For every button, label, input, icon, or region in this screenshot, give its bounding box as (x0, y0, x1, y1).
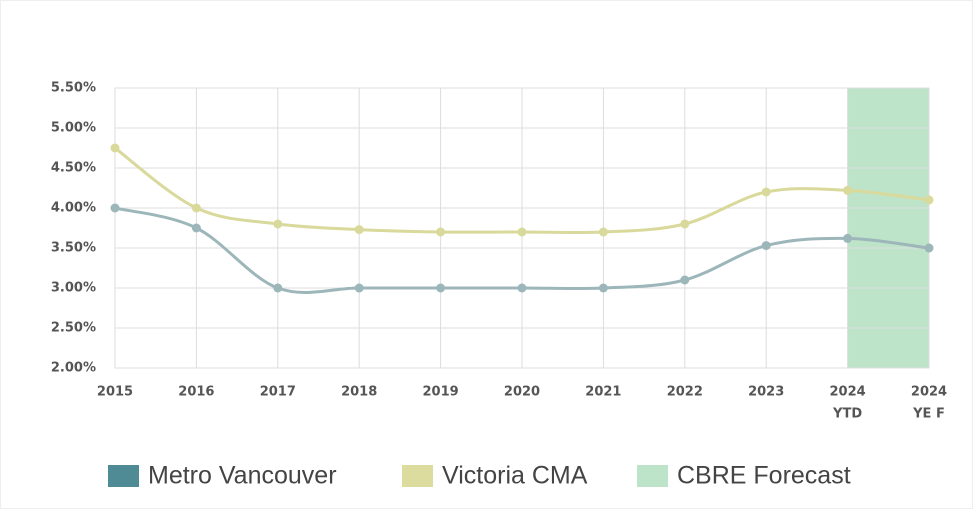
point (924, 195, 934, 205)
x-tick-label: YTD (832, 407, 862, 422)
point (110, 203, 120, 213)
x-tick-label: 2023 (748, 385, 784, 400)
x-tick-label: 2020 (504, 385, 540, 400)
point (680, 275, 690, 285)
point (191, 203, 201, 213)
point (354, 283, 364, 293)
x-tick-label: 2024 (830, 385, 866, 400)
point (191, 223, 201, 233)
point (273, 283, 283, 293)
y-tick-label: 5.50% (51, 81, 96, 96)
x-tick-label: 2021 (585, 385, 621, 400)
x-tick-label: YE F (912, 407, 945, 422)
legend-label: CBRE Forecast (677, 462, 851, 490)
x-tick-label: 2022 (667, 385, 703, 400)
y-tick-label: 2.00% (51, 361, 96, 376)
x-tick-label: 2017 (260, 385, 296, 400)
legend-swatch (637, 465, 668, 487)
point (354, 225, 364, 235)
y-tick-label: 4.50% (51, 161, 96, 176)
x-tick-label: 2018 (341, 385, 377, 400)
point (761, 187, 771, 197)
point (924, 243, 934, 253)
point (517, 227, 527, 237)
y-tick-label: 5.00% (51, 121, 96, 136)
y-tick-label: 3.50% (51, 241, 96, 256)
point (598, 283, 608, 293)
point (843, 233, 853, 243)
point (843, 185, 853, 195)
point (436, 283, 446, 293)
forecast-region (847, 88, 929, 368)
legend-label: Metro Vancouver (148, 462, 337, 490)
point (273, 219, 283, 229)
legend-swatch (402, 465, 433, 487)
legend-label: Victoria CMA (442, 462, 588, 490)
y-tick-label: 2.50% (51, 321, 96, 336)
x-tick-label: 2015 (97, 385, 133, 400)
x-tick-label: 2024 (911, 385, 947, 400)
point (436, 227, 446, 237)
point (680, 219, 690, 229)
x-tick-label: 2016 (178, 385, 214, 400)
point (110, 143, 120, 153)
point (761, 241, 771, 251)
y-tick-label: 4.00% (51, 201, 96, 216)
x-tick-label: 2019 (423, 385, 459, 400)
y-tick-label: 3.00% (51, 281, 96, 296)
point (598, 227, 608, 237)
point (517, 283, 527, 293)
legend-swatch (108, 465, 139, 487)
